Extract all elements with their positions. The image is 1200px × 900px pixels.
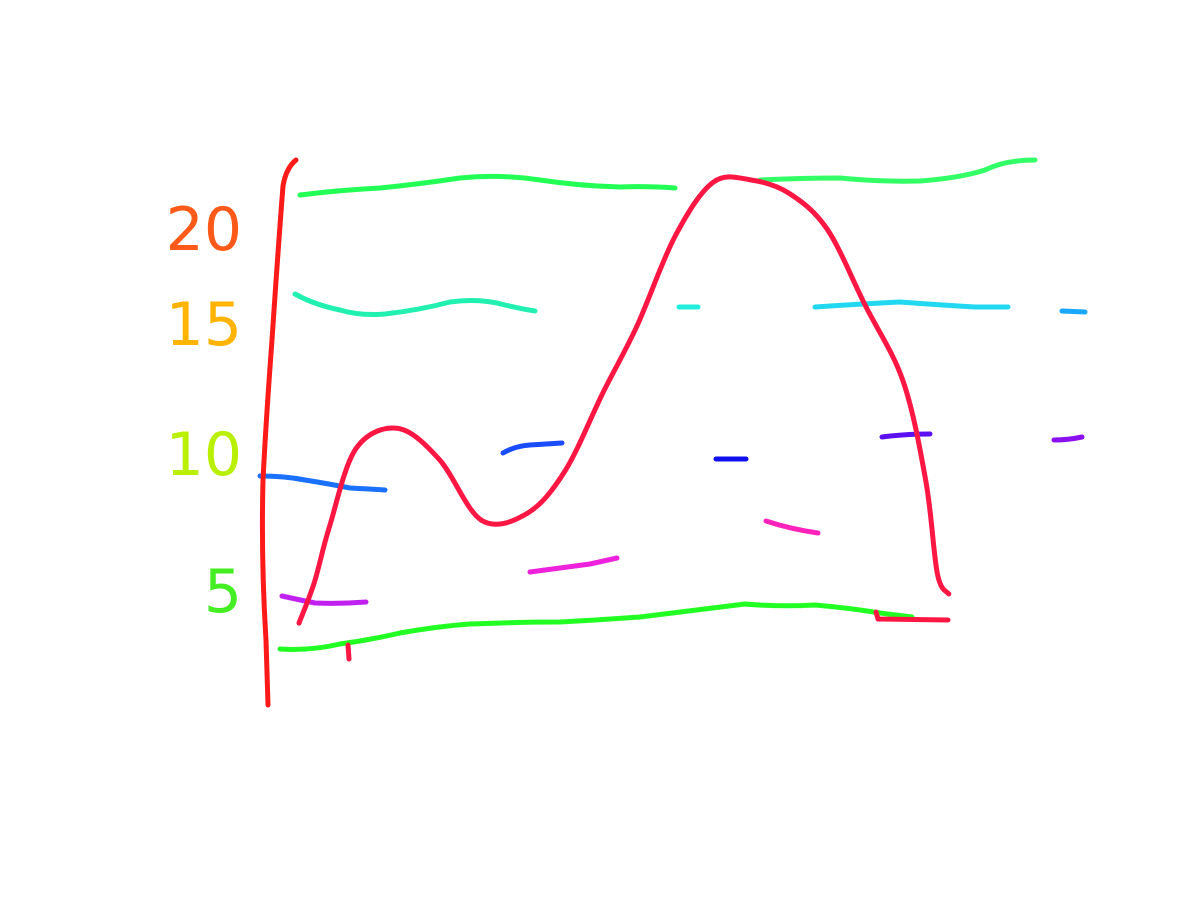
- gridline-10-a: [257, 473, 388, 493]
- gridline-10-e: [1051, 434, 1085, 443]
- gridline-15-c: [812, 299, 1011, 310]
- gridline-20-a: [297, 173, 678, 198]
- y-tick-label-20: 20: [166, 195, 242, 265]
- series-line-0: [296, 174, 952, 626]
- gridlines: [257, 157, 1088, 652]
- gridline-10-b: [500, 440, 565, 456]
- series-end-tail: [873, 609, 951, 623]
- gridline-20-b: [757, 157, 1038, 184]
- y-tick-labels: 20 15 10 5: [166, 195, 242, 627]
- gridline-15-a: [292, 291, 538, 317]
- gridline-15-d: [1059, 308, 1088, 315]
- gridline-5-c: [763, 518, 821, 536]
- gridline-bottom: [277, 601, 915, 652]
- gridline-10-d: [879, 431, 933, 440]
- y-tick-label-10: 10: [166, 420, 242, 490]
- y-tick-label-15: 15: [166, 290, 242, 360]
- y-tick-label-5: 5: [204, 557, 242, 627]
- y-axis: [259, 157, 299, 708]
- series-start-mark: [345, 642, 352, 662]
- gridline-5-a: [279, 593, 369, 606]
- data-series: [296, 174, 952, 626]
- gridline-5-b: [527, 555, 620, 575]
